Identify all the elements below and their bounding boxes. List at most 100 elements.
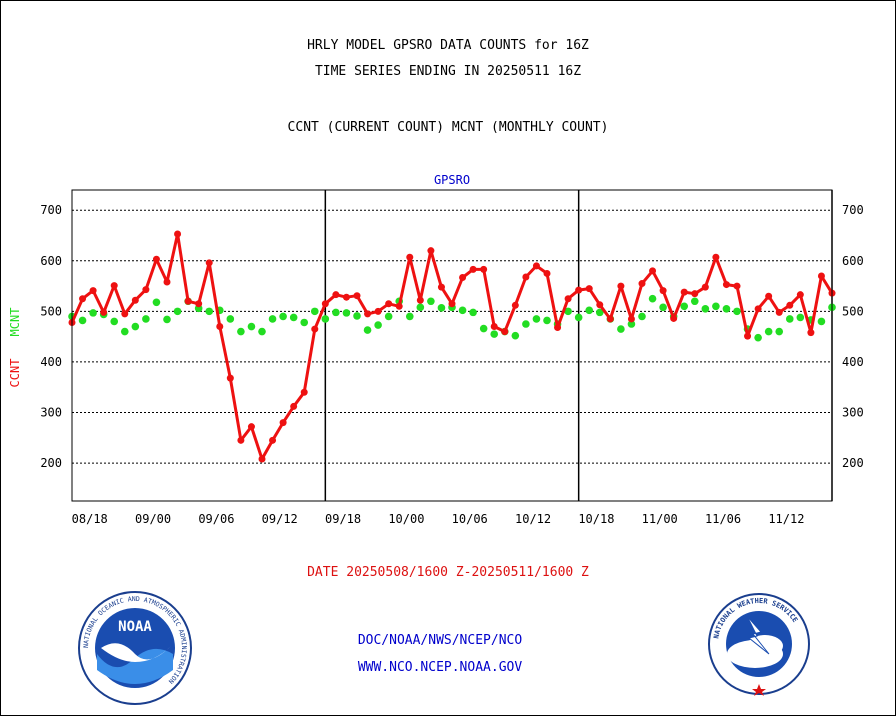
y-tick-left-700: 700 xyxy=(40,203,62,217)
data-point-ccnt xyxy=(226,374,234,382)
data-point-mcnt xyxy=(479,324,488,333)
y-tick-left-200: 200 xyxy=(40,456,62,470)
data-point-mcnt xyxy=(543,316,551,325)
data-point-ccnt xyxy=(237,436,245,444)
data-point-mcnt xyxy=(89,309,97,317)
data-point-ccnt xyxy=(627,315,635,323)
data-point-mcnt xyxy=(659,303,667,312)
figure-title-line3: CCNT (CURRENT COUNT) MCNT (MONTHLY COUNT… xyxy=(287,120,609,135)
data-point-ccnt xyxy=(775,308,783,316)
data-point-mcnt xyxy=(754,333,762,342)
data-point-ccnt xyxy=(585,285,593,293)
data-point-ccnt xyxy=(722,281,730,289)
data-point-ccnt xyxy=(279,419,287,427)
footer-website-link[interactable]: WWW.NCO.NCEP.NOAA.GOV xyxy=(357,660,523,675)
figure-title-line1: HRLY MODEL GPSRO DATA COUNTS for 16Z xyxy=(307,38,589,53)
data-point-ccnt xyxy=(321,300,329,308)
data-point-ccnt xyxy=(142,286,150,294)
data-point-mcnt xyxy=(226,315,235,323)
data-point-mcnt xyxy=(163,315,171,324)
data-point-mcnt xyxy=(785,315,794,323)
x-tick-label: 10/12 xyxy=(515,512,551,526)
data-point-ccnt xyxy=(290,402,298,410)
data-point-ccnt xyxy=(79,295,87,303)
data-point-mcnt xyxy=(300,318,309,327)
y-tick-left-400: 400 xyxy=(40,355,62,369)
data-point-ccnt xyxy=(216,323,224,331)
data-point-mcnt xyxy=(775,327,784,336)
data-point-mcnt xyxy=(532,315,541,323)
data-point-mcnt xyxy=(342,309,351,317)
data-point-mcnt xyxy=(110,317,119,326)
nws-logo: NATIONAL WEATHER SERVICE xyxy=(708,593,810,696)
data-point-ccnt xyxy=(332,291,340,299)
x-tick-label: 09/12 xyxy=(262,512,298,526)
data-point-ccnt xyxy=(733,282,741,290)
data-point-mcnt xyxy=(78,316,87,325)
data-point-ccnt xyxy=(786,301,794,309)
x-tick-label: 09/00 xyxy=(135,512,171,526)
data-point-ccnt xyxy=(311,325,319,333)
data-point-ccnt xyxy=(480,265,488,273)
data-point-ccnt xyxy=(395,302,403,310)
y-tick-left-500: 500 xyxy=(40,304,62,318)
data-point-ccnt xyxy=(163,278,171,286)
data-point-ccnt xyxy=(659,287,667,295)
data-point-ccnt xyxy=(807,329,815,337)
data-point-ccnt xyxy=(269,436,277,444)
data-point-ccnt xyxy=(469,265,477,273)
data-point-ccnt xyxy=(754,305,762,313)
data-point-mcnt xyxy=(247,322,256,331)
data-point-mcnt xyxy=(469,308,477,317)
data-point-ccnt xyxy=(606,315,614,323)
y-tick-left-600: 600 xyxy=(40,254,62,268)
data-point-mcnt xyxy=(617,325,625,333)
data-point-ccnt xyxy=(649,267,657,275)
data-point-ccnt xyxy=(385,300,393,308)
data-point-mcnt xyxy=(353,312,361,320)
data-point-mcnt xyxy=(564,307,572,316)
y-tick-right-300: 300 xyxy=(842,406,864,420)
data-point-ccnt xyxy=(638,280,646,288)
data-point-mcnt xyxy=(585,306,594,315)
figure-title-line2: TIME SERIES ENDING IN 20250511 16Z xyxy=(314,64,582,79)
y-axis-label-mcnt: MCNT xyxy=(8,308,22,337)
x-tick-label: 11/06 xyxy=(705,512,741,526)
data-point-ccnt xyxy=(490,323,498,331)
data-point-ccnt xyxy=(691,290,699,298)
chart-title: GPSRO xyxy=(434,173,470,187)
x-tick-label: 08/18 xyxy=(72,512,108,526)
data-point-ccnt xyxy=(174,230,182,238)
data-point-ccnt xyxy=(184,297,192,305)
data-point-ccnt xyxy=(89,287,97,295)
x-tick-label: 11/00 xyxy=(642,512,678,526)
data-point-ccnt xyxy=(596,301,604,309)
y-axis-label-ccnt: CCNT xyxy=(8,359,22,388)
y-tick-right-200: 200 xyxy=(842,456,864,470)
data-point-ccnt xyxy=(437,283,445,291)
data-point-mcnt xyxy=(490,330,499,338)
data-point-ccnt xyxy=(543,269,551,277)
data-point-mcnt xyxy=(627,320,636,328)
data-point-ccnt xyxy=(100,308,108,316)
x-tick-label: 10/00 xyxy=(388,512,424,526)
data-point-mcnt xyxy=(595,308,604,317)
data-point-ccnt xyxy=(459,273,467,281)
data-point-mcnt xyxy=(205,307,214,316)
data-point-ccnt xyxy=(744,332,752,340)
x-tick-label: 11/12 xyxy=(768,512,804,526)
data-point-ccnt xyxy=(701,283,709,291)
data-point-ccnt xyxy=(258,455,266,463)
data-point-ccnt xyxy=(247,423,255,431)
data-point-ccnt xyxy=(406,253,414,261)
data-point-mcnt xyxy=(722,305,731,313)
x-tick-label: 10/18 xyxy=(578,512,614,526)
data-point-mcnt xyxy=(142,315,150,323)
data-point-ccnt xyxy=(564,295,572,303)
data-point-mcnt xyxy=(680,302,689,311)
data-point-ccnt xyxy=(670,314,678,322)
data-point-mcnt xyxy=(638,312,646,321)
data-point-mcnt xyxy=(258,327,266,336)
data-point-mcnt xyxy=(279,312,287,321)
y-tick-right-500: 500 xyxy=(842,304,864,318)
